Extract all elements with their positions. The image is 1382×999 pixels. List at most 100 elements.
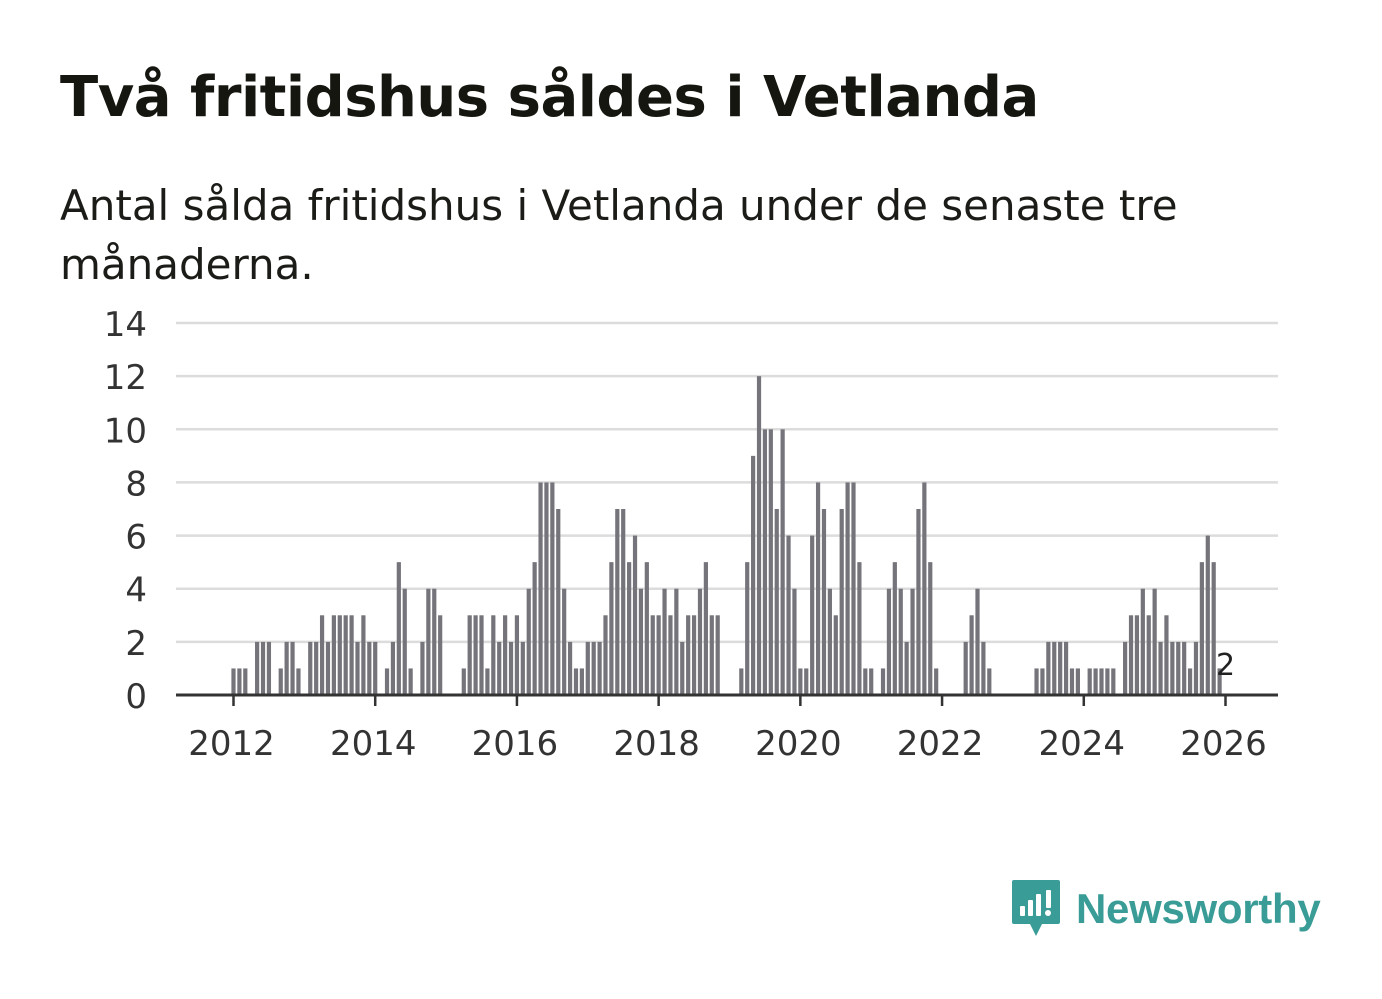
bar xyxy=(1193,641,1199,695)
bar xyxy=(231,668,236,695)
bar xyxy=(845,482,850,695)
bar xyxy=(514,615,520,695)
bar xyxy=(567,641,573,695)
y-tick-label: 8 xyxy=(125,464,147,504)
bar xyxy=(290,641,295,695)
bar xyxy=(662,588,667,695)
bar xyxy=(325,641,331,695)
bar xyxy=(544,482,549,695)
bar xyxy=(337,615,342,695)
bar xyxy=(538,482,543,695)
bar xyxy=(1040,668,1045,695)
bar xyxy=(987,668,992,695)
bar xyxy=(503,615,508,695)
bar xyxy=(355,641,360,695)
y-tick-label: 2 xyxy=(125,624,147,664)
bar xyxy=(1069,668,1075,695)
bar xyxy=(898,588,903,695)
bar xyxy=(715,615,720,695)
bar xyxy=(674,588,679,695)
page-title: Två fritidshus såldes i Vetlanda xyxy=(60,65,1039,130)
bar xyxy=(638,588,644,695)
highlight-value-label: 2 xyxy=(1216,648,1235,683)
x-tick-label: 2018 xyxy=(613,724,700,764)
bar xyxy=(609,562,614,695)
bar xyxy=(768,429,773,695)
bar xyxy=(314,641,319,695)
bar xyxy=(597,641,602,695)
bar xyxy=(243,668,248,695)
bar xyxy=(709,615,714,695)
bar xyxy=(573,668,579,695)
bar xyxy=(1099,668,1104,695)
bar xyxy=(821,509,827,695)
bar xyxy=(644,562,649,695)
bar xyxy=(1123,641,1128,695)
bar xyxy=(296,668,301,695)
bar xyxy=(603,615,608,695)
bar xyxy=(420,641,425,695)
bar xyxy=(751,455,756,695)
bar xyxy=(473,615,478,695)
bar xyxy=(331,615,336,695)
bar xyxy=(922,482,927,695)
bar xyxy=(520,641,525,695)
bar xyxy=(1034,668,1039,695)
bar xyxy=(780,429,785,695)
bar xyxy=(810,535,815,695)
bar xyxy=(485,668,490,695)
bar xyxy=(308,641,313,695)
bar xyxy=(373,641,378,695)
y-tick-label: 10 xyxy=(104,411,147,451)
bar xyxy=(697,588,703,695)
bar xyxy=(438,615,443,695)
bar xyxy=(691,615,697,695)
bar xyxy=(1217,668,1222,695)
bar xyxy=(963,641,968,695)
bar xyxy=(739,668,744,695)
bar xyxy=(1158,641,1163,695)
bar xyxy=(237,668,242,695)
bar xyxy=(266,641,272,695)
bar xyxy=(467,615,472,695)
bar xyxy=(432,588,437,695)
bar xyxy=(1105,668,1110,695)
bar xyxy=(284,641,289,695)
bar xyxy=(892,562,897,695)
bar xyxy=(1205,535,1210,695)
x-tick-label: 2012 xyxy=(188,724,275,764)
bar xyxy=(851,482,856,695)
bar xyxy=(479,615,484,695)
x-tick-label: 2020 xyxy=(755,724,842,764)
bar xyxy=(886,588,892,695)
bar xyxy=(656,615,661,695)
bar xyxy=(1152,588,1157,695)
bar xyxy=(756,376,762,695)
bar xyxy=(1182,641,1187,695)
bar xyxy=(928,562,933,695)
bar xyxy=(981,641,986,695)
bar xyxy=(668,615,673,695)
y-tick-label: 12 xyxy=(104,358,147,398)
bar xyxy=(686,615,691,695)
bar xyxy=(390,641,396,695)
bar xyxy=(591,641,596,695)
bar xyxy=(408,668,413,695)
bar xyxy=(1087,668,1092,695)
newsworthy-logo[interactable]: Newsworthy xyxy=(1010,878,1321,940)
bar xyxy=(798,668,803,695)
brand-name: Newsworthy xyxy=(1076,885,1321,932)
newsworthy-logo-icon xyxy=(1012,880,1060,936)
bar xyxy=(827,588,832,695)
bar xyxy=(1093,668,1098,695)
bar xyxy=(703,562,708,695)
bar xyxy=(1052,641,1057,695)
bar xyxy=(1199,562,1204,695)
bar xyxy=(367,641,372,695)
bar xyxy=(615,509,620,695)
bar xyxy=(815,482,821,695)
bar xyxy=(579,668,584,695)
bar xyxy=(1075,668,1080,695)
bar xyxy=(550,482,555,695)
